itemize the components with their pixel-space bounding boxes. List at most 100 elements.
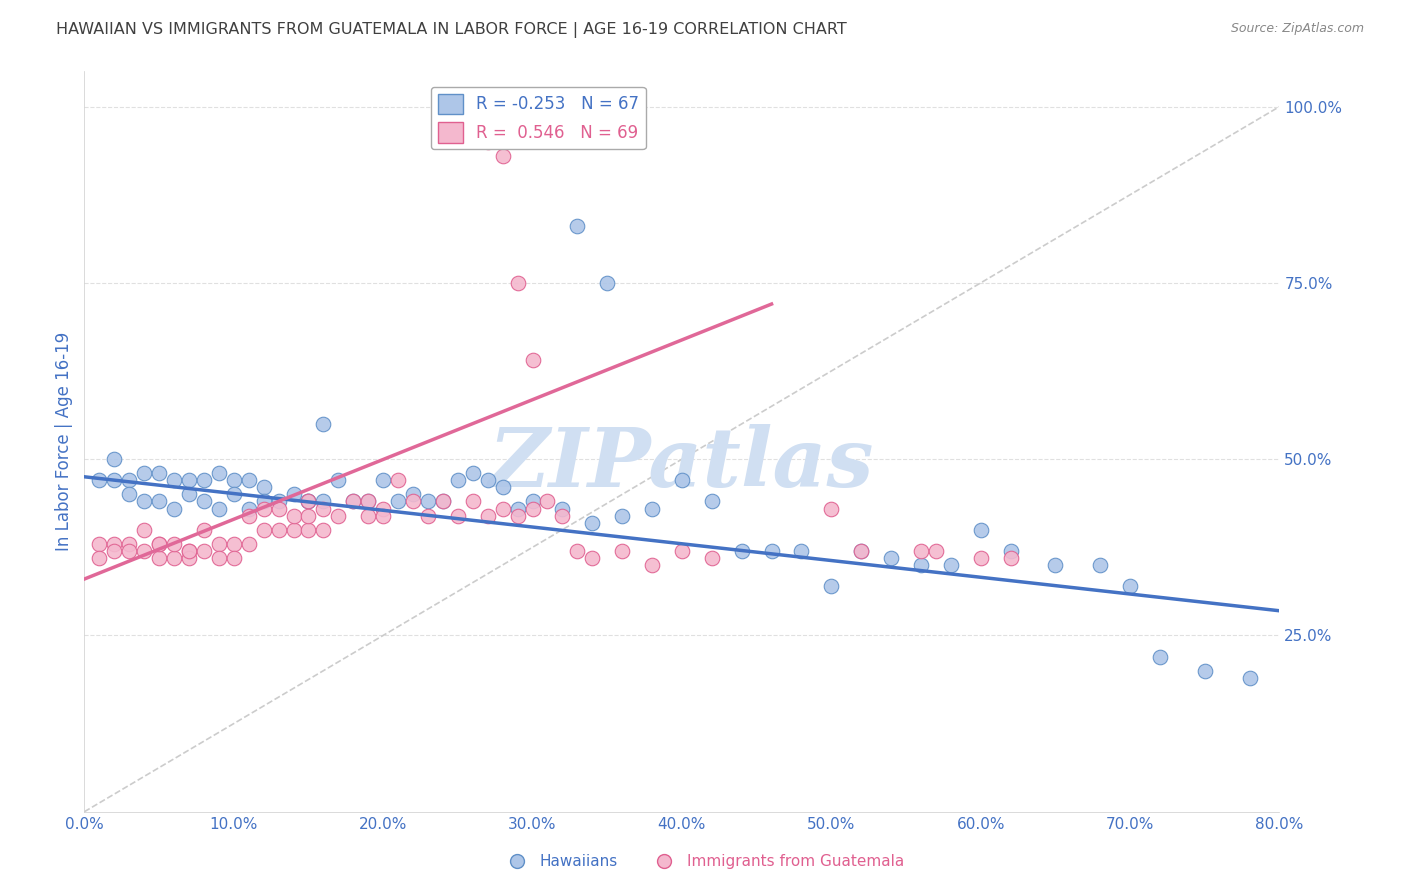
Point xyxy=(148,550,170,565)
Point xyxy=(477,508,499,523)
Point xyxy=(522,353,544,368)
Point xyxy=(761,544,783,558)
Point xyxy=(103,473,125,487)
Point xyxy=(612,544,634,558)
Point xyxy=(1149,649,1171,664)
Legend: Hawaiians, Immigrants from Guatemala: Hawaiians, Immigrants from Guatemala xyxy=(496,848,910,875)
Point xyxy=(342,494,364,508)
Point xyxy=(89,550,111,565)
Point xyxy=(222,473,245,487)
Point xyxy=(596,276,619,290)
Point xyxy=(671,544,693,558)
Point xyxy=(132,467,156,481)
Point xyxy=(387,473,409,487)
Point xyxy=(132,523,156,537)
Point xyxy=(328,508,350,523)
Point xyxy=(416,494,439,508)
Text: ZIPatlas: ZIPatlas xyxy=(489,424,875,504)
Point xyxy=(567,219,589,234)
Point xyxy=(342,494,364,508)
Point xyxy=(238,501,260,516)
Point xyxy=(103,452,125,467)
Point xyxy=(970,523,993,537)
Point xyxy=(118,487,141,501)
Point xyxy=(851,544,873,558)
Point xyxy=(193,523,215,537)
Point xyxy=(700,494,723,508)
Point xyxy=(177,550,200,565)
Point xyxy=(612,508,634,523)
Point xyxy=(208,501,231,516)
Point xyxy=(103,537,125,551)
Text: Source: ZipAtlas.com: Source: ZipAtlas.com xyxy=(1230,22,1364,36)
Point xyxy=(522,494,544,508)
Point xyxy=(267,494,290,508)
Point xyxy=(312,501,335,516)
Point xyxy=(297,494,319,508)
Point xyxy=(267,501,290,516)
Point xyxy=(461,494,484,508)
Point xyxy=(581,516,603,530)
Point xyxy=(1090,558,1112,572)
Point xyxy=(103,544,125,558)
Point xyxy=(238,473,260,487)
Point xyxy=(163,550,186,565)
Point xyxy=(238,508,260,523)
Point xyxy=(253,494,276,508)
Y-axis label: In Labor Force | Age 16-19: In Labor Force | Age 16-19 xyxy=(55,332,73,551)
Point xyxy=(790,544,813,558)
Point xyxy=(506,501,529,516)
Point xyxy=(357,494,380,508)
Point xyxy=(118,473,141,487)
Point xyxy=(641,501,664,516)
Point xyxy=(163,473,186,487)
Point xyxy=(820,579,842,593)
Point xyxy=(222,550,245,565)
Point xyxy=(118,544,141,558)
Point xyxy=(328,473,350,487)
Point xyxy=(297,494,319,508)
Point xyxy=(89,473,111,487)
Point xyxy=(357,494,380,508)
Point xyxy=(163,501,186,516)
Point xyxy=(461,467,484,481)
Point xyxy=(222,487,245,501)
Point xyxy=(1119,579,1142,593)
Point xyxy=(387,494,409,508)
Point xyxy=(132,494,156,508)
Point xyxy=(297,494,319,508)
Point xyxy=(312,494,335,508)
Point xyxy=(939,558,962,572)
Point xyxy=(551,508,574,523)
Point xyxy=(357,508,380,523)
Point xyxy=(208,537,231,551)
Point xyxy=(373,501,395,516)
Point xyxy=(477,473,499,487)
Point xyxy=(477,135,499,149)
Point xyxy=(1000,550,1022,565)
Point xyxy=(1000,544,1022,558)
Point xyxy=(581,550,603,565)
Point xyxy=(700,550,723,565)
Point xyxy=(820,501,842,516)
Point xyxy=(447,508,470,523)
Legend: R = -0.253   N = 67, R =  0.546   N = 69: R = -0.253 N = 67, R = 0.546 N = 69 xyxy=(432,87,645,150)
Point xyxy=(132,544,156,558)
Point xyxy=(432,494,454,508)
Point xyxy=(177,473,200,487)
Point xyxy=(880,550,903,565)
Point xyxy=(551,501,574,516)
Point xyxy=(148,537,170,551)
Point xyxy=(536,494,558,508)
Point xyxy=(267,523,290,537)
Point xyxy=(222,537,245,551)
Point xyxy=(373,508,395,523)
Point xyxy=(238,537,260,551)
Point xyxy=(193,494,215,508)
Point xyxy=(506,508,529,523)
Point xyxy=(416,508,439,523)
Point xyxy=(970,550,993,565)
Text: HAWAIIAN VS IMMIGRANTS FROM GUATEMALA IN LABOR FORCE | AGE 16-19 CORRELATION CHA: HAWAIIAN VS IMMIGRANTS FROM GUATEMALA IN… xyxy=(56,22,846,38)
Point xyxy=(177,487,200,501)
Point xyxy=(671,473,693,487)
